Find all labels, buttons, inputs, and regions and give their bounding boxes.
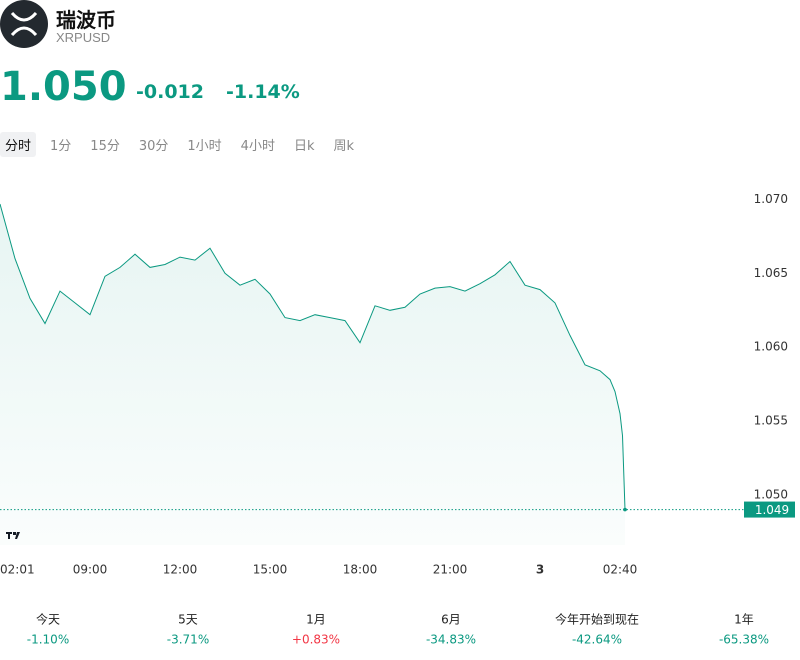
last-price-box — [744, 501, 795, 518]
y-tick-label: 1.055 — [754, 413, 788, 427]
x-tick-label: 21:00 — [433, 563, 468, 577]
period-label: 今天 — [36, 612, 60, 627]
x-start-label: 02:01 — [0, 563, 35, 577]
period-label: 5天 — [178, 613, 198, 627]
period-label: 1月 — [306, 613, 326, 627]
period-label: 今年开始到现在 — [555, 612, 639, 627]
tab[interactable]: 15分 — [90, 139, 120, 154]
tab[interactable]: 日k — [293, 139, 315, 154]
x-tick-label: 12:00 — [163, 563, 198, 577]
tab[interactable]: 分时 — [0, 132, 37, 157]
y-tick-label: 1.050 — [754, 487, 788, 501]
period-change: -1.10% — [27, 633, 69, 647]
symbol: XRPUSD — [56, 30, 111, 45]
period-change: -42.64% — [572, 633, 622, 647]
period-label: 1年 — [734, 613, 754, 627]
y-tick-label: 1.065 — [754, 266, 788, 280]
price-line — [0, 203, 626, 510]
last-price-label: 1.049 — [755, 503, 789, 517]
x-tick-label: 18:00 — [343, 563, 378, 577]
x-tick-label: 15:00 — [253, 563, 288, 577]
tab[interactable]: 30分 — [138, 139, 169, 154]
period-change: -65.38% — [719, 633, 769, 647]
period-change: +0.83% — [292, 633, 340, 647]
price: 1.050 — [0, 64, 127, 110]
period-change: -3.71% — [167, 633, 209, 647]
change: -0.012 — [136, 81, 204, 103]
x-tick-label: 02:40 — [603, 563, 638, 577]
tv-logo — [2, 524, 28, 548]
tab[interactable]: 1分 — [50, 139, 72, 154]
logo — [0, 0, 48, 48]
x-tick-label: 3 — [536, 563, 544, 577]
y-tick-label: 1.060 — [754, 340, 788, 354]
x-tick-label: 09:00 — [73, 563, 108, 577]
tabs: 分时 1分 15分 30分 1小时 4小时 日k 周k — [0, 132, 368, 157]
tab[interactable]: 4小时 — [240, 139, 275, 154]
y-tick-label: 1.070 — [754, 192, 788, 206]
change-percent: -1.14% — [226, 81, 300, 103]
period-change: -34.83% — [426, 633, 476, 647]
tab[interactable]: 周k — [333, 139, 355, 154]
title: 瑞波币 — [56, 8, 116, 32]
area — [0, 204, 625, 545]
period-label: 6月 — [441, 613, 461, 627]
last-point — [623, 507, 627, 512]
tab[interactable]: 1小时 — [187, 139, 222, 154]
